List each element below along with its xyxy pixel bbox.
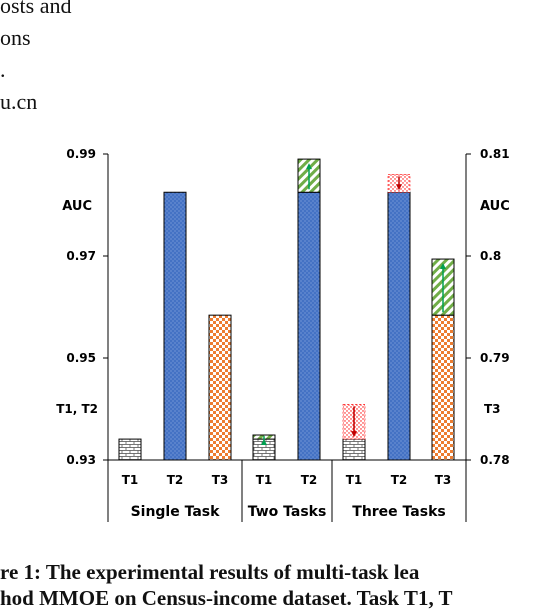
bar-three-tasks-t3 bbox=[431, 314, 455, 461]
left-axis-label: AUC bbox=[62, 199, 92, 214]
text-fragment-3: . bbox=[0, 57, 6, 82]
right-tick-label: 0.78 bbox=[480, 453, 510, 467]
text-fragment-1: osts and bbox=[0, 0, 72, 18]
bar-three-tasks-t1 bbox=[342, 438, 366, 461]
text-fragment-4: u.cn bbox=[0, 89, 38, 114]
group-label: Three Tasks bbox=[352, 504, 445, 520]
x-tick-label: T1 bbox=[346, 473, 363, 487]
x-tick-label: T3 bbox=[212, 473, 229, 487]
left-tick-label: 0.93 bbox=[66, 453, 96, 467]
bar-single-task-t1 bbox=[118, 438, 142, 461]
bar-three-tasks-t2 bbox=[387, 191, 411, 461]
left-tick-label: 0.97 bbox=[66, 249, 96, 263]
left-tick-label: 0.95 bbox=[66, 351, 96, 365]
bar-single-task-t2 bbox=[163, 191, 187, 461]
right-axis-label: AUC bbox=[480, 199, 510, 214]
right-axis-note: T3 bbox=[484, 402, 501, 416]
gain-arrow-head bbox=[261, 439, 267, 446]
right-tick-label: 0.79 bbox=[480, 351, 510, 365]
group-label: Single Task bbox=[131, 504, 221, 520]
group-label: Two Tasks bbox=[248, 504, 327, 520]
bar-two-tasks-t2 bbox=[297, 191, 321, 461]
right-tick-label: 0.8 bbox=[480, 249, 501, 263]
x-tick-label: T1 bbox=[122, 473, 139, 487]
right-tick-label: 0.81 bbox=[480, 147, 510, 161]
x-tick-label: T2 bbox=[167, 473, 184, 487]
x-tick-label: T2 bbox=[391, 473, 408, 487]
x-tick-label: T3 bbox=[435, 473, 452, 487]
gain-arrow-head bbox=[306, 163, 312, 170]
gain-arrow-head bbox=[440, 263, 446, 270]
text-fragment-2: ons bbox=[0, 25, 31, 50]
left-axis-note: T1, T2 bbox=[56, 402, 98, 416]
left-tick-label: 0.99 bbox=[66, 147, 96, 161]
loss-arrow-head bbox=[396, 184, 402, 191]
x-tick-label: T2 bbox=[301, 473, 318, 487]
x-tick-label: T1 bbox=[256, 473, 273, 487]
caption-line-2: hod MMOE on Census-income dataset. Task … bbox=[0, 586, 453, 610]
caption-line-1: re 1: The experimental results of multi-… bbox=[0, 560, 420, 584]
loss-arrow-head bbox=[351, 431, 357, 438]
bar-single-task-t3 bbox=[208, 314, 232, 461]
